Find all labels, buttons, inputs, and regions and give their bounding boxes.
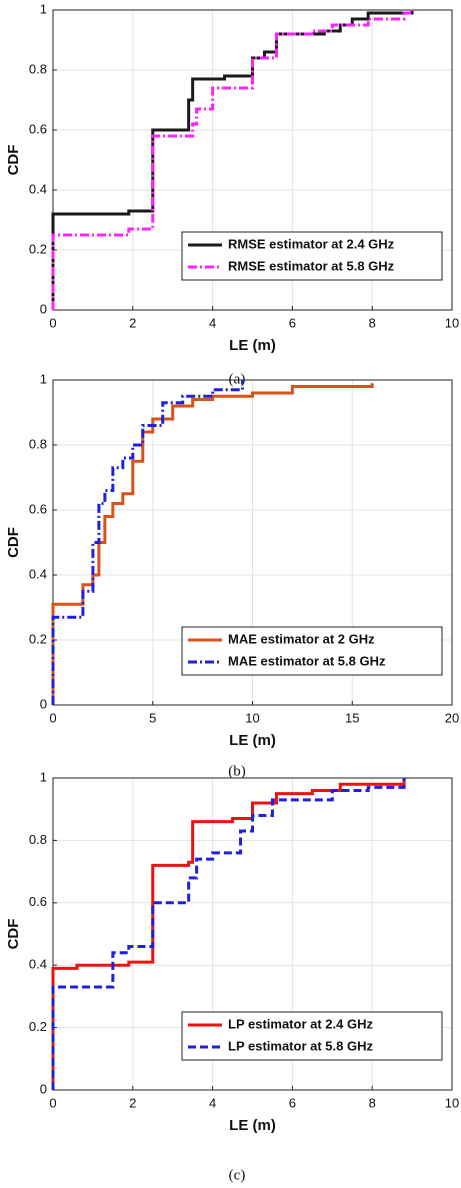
x-tick-label: 10 <box>445 315 459 330</box>
y-tick-label: 0.2 <box>29 241 47 256</box>
caption: (a) <box>229 371 246 387</box>
y-tick-label: 0.6 <box>29 894 47 909</box>
legend-label: RMSE estimator at 2.4 GHz <box>228 236 395 251</box>
x-tick-label: 10 <box>445 1095 459 1110</box>
y-tick-label: 0.4 <box>29 957 47 972</box>
y-tick-label: 0.2 <box>29 631 47 646</box>
x-axis-label: LE (m) <box>229 337 276 354</box>
y-axis-label: CDF <box>5 527 22 558</box>
y-tick-label: 1 <box>40 371 47 386</box>
plot-frame <box>52 9 453 311</box>
x-axis-label: LE (m) <box>229 1117 276 1134</box>
y-tick-label: 0 <box>40 696 47 711</box>
x-tick-label: 0 <box>49 1095 56 1110</box>
legend-label: MAE estimator at 5.8 GHz <box>228 653 386 668</box>
y-tick-label: 0.4 <box>29 566 47 581</box>
cdf-line <box>51 778 406 1090</box>
x-tick-label: 8 <box>369 315 376 330</box>
y-tick-label: 0.6 <box>29 501 47 516</box>
y-tick-label: 0.4 <box>29 181 47 196</box>
x-tick-label: 10 <box>245 710 259 725</box>
legend-box <box>181 626 443 676</box>
plot-frame <box>52 777 453 1091</box>
y-tick-label: 1 <box>40 1 47 16</box>
x-tick-label: 4 <box>209 1095 216 1110</box>
x-tick-label: 0 <box>49 315 56 330</box>
x-tick-label: 5 <box>149 710 156 725</box>
legend-label: RMSE estimator at 5.8 GHz <box>228 258 395 273</box>
caption: (c) <box>229 1167 246 1183</box>
y-tick-label: 0 <box>40 301 47 316</box>
cdf-line <box>51 778 406 1090</box>
y-tick-label: 0.8 <box>29 61 47 76</box>
x-axis-label: LE (m) <box>229 732 276 749</box>
legend-label: LP estimator at 5.8 GHz <box>228 1038 373 1053</box>
x-tick-label: 6 <box>289 1095 296 1110</box>
x-tick-label: 2 <box>129 315 136 330</box>
x-tick-label: 15 <box>345 710 359 725</box>
y-tick-label: 0.8 <box>29 436 47 451</box>
legend-box <box>181 1011 443 1061</box>
y-tick-label: 0.2 <box>29 1019 47 1034</box>
y-tick-label: 0.8 <box>29 832 47 847</box>
x-tick-label: 20 <box>445 710 459 725</box>
x-tick-label: 2 <box>129 1095 136 1110</box>
y-tick-label: 0 <box>40 1081 47 1096</box>
caption: (b) <box>228 763 246 779</box>
cdf-line <box>51 380 245 705</box>
y-axis-label: CDF <box>5 919 22 950</box>
x-tick-label: 0 <box>49 710 56 725</box>
y-axis-label: CDF <box>5 145 22 176</box>
x-tick-label: 4 <box>209 315 216 330</box>
y-tick-label: 1 <box>40 769 47 784</box>
legend-label: LP estimator at 2.4 GHz <box>228 1016 373 1031</box>
cdf-line <box>51 383 374 705</box>
plot-frame <box>52 379 453 706</box>
legend-label: MAE estimator at 2 GHz <box>228 631 375 646</box>
legend-box <box>181 231 443 281</box>
x-tick-label: 6 <box>289 315 296 330</box>
y-tick-label: 0.6 <box>29 121 47 136</box>
x-tick-label: 8 <box>369 1095 376 1110</box>
